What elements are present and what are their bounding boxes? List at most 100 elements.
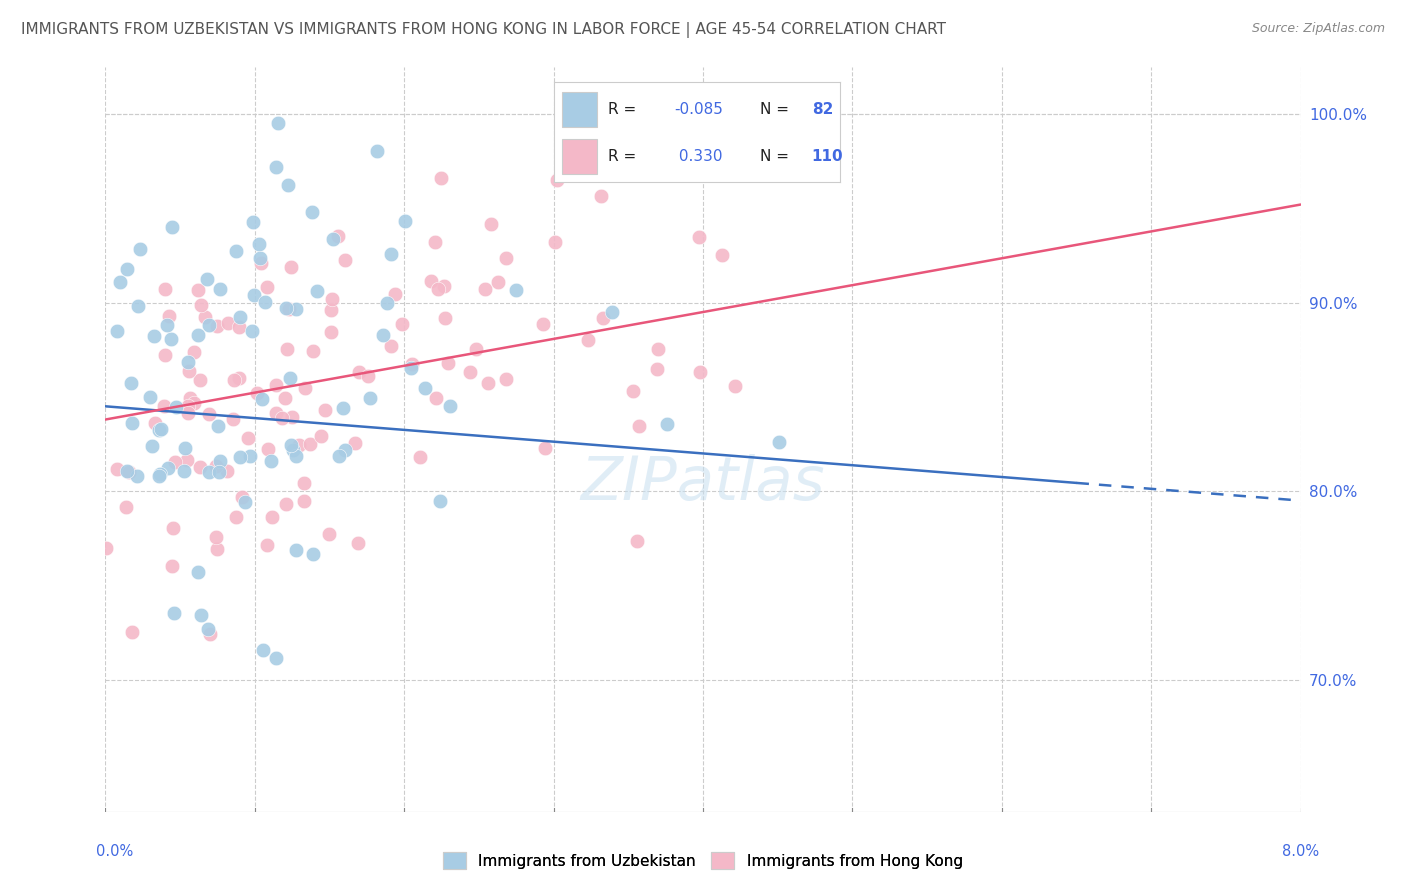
Immigrants from Uzbekistan — [128, 242, 150, 256]
Immigrants from Hong Kong — [274, 391, 297, 405]
Immigrants from Uzbekistan — [117, 262, 139, 277]
Immigrants from Hong Kong — [194, 310, 217, 324]
Immigrants from Uzbekistan — [254, 295, 277, 310]
Immigrants from Hong Kong — [177, 364, 200, 378]
Immigrants from Hong Kong — [157, 310, 180, 324]
Immigrants from Hong Kong — [205, 530, 228, 544]
Immigrants from Hong Kong — [176, 452, 198, 467]
Immigrants from Uzbekistan — [242, 214, 264, 228]
Immigrants from Uzbekistan — [264, 160, 287, 174]
Immigrants from Uzbekistan — [177, 355, 200, 369]
Immigrants from Uzbekistan — [307, 284, 329, 298]
Immigrants from Hong Kong — [188, 373, 211, 387]
Immigrants from Uzbekistan — [173, 464, 195, 478]
Immigrants from Uzbekistan — [197, 622, 219, 636]
Text: 8.0%: 8.0% — [1282, 845, 1319, 859]
Immigrants from Hong Kong — [531, 318, 554, 332]
Immigrants from Hong Kong — [256, 538, 278, 552]
Immigrants from Hong Kong — [160, 559, 183, 574]
Immigrants from Uzbekistan — [190, 607, 212, 622]
Immigrants from Hong Kong — [534, 441, 557, 455]
Immigrants from Uzbekistan — [155, 318, 177, 333]
Immigrants from Hong Kong — [710, 248, 733, 262]
Immigrants from Uzbekistan — [247, 237, 270, 252]
Immigrants from Hong Kong — [179, 391, 201, 405]
Immigrants from Uzbekistan — [366, 144, 388, 158]
Immigrants from Hong Kong — [287, 437, 309, 451]
Immigrants from Hong Kong — [228, 319, 250, 334]
Legend: Immigrants from Uzbekistan, Immigrants from Hong Kong: Immigrants from Uzbekistan, Immigrants f… — [437, 846, 969, 875]
Immigrants from Uzbekistan — [280, 438, 302, 452]
Text: Source: ZipAtlas.com: Source: ZipAtlas.com — [1251, 22, 1385, 36]
Immigrants from Uzbekistan — [371, 327, 394, 342]
Immigrants from Hong Kong — [217, 316, 239, 330]
Immigrants from Hong Kong — [647, 342, 669, 356]
Immigrants from Uzbekistan — [322, 232, 344, 246]
Immigrants from Uzbekistan — [163, 606, 186, 620]
Immigrants from Hong Kong — [420, 274, 443, 288]
Immigrants from Hong Kong — [94, 541, 117, 556]
Immigrants from Hong Kong — [162, 521, 184, 535]
Immigrants from Uzbekistan — [250, 392, 273, 406]
Immigrants from Hong Kong — [314, 402, 336, 417]
Immigrants from Hong Kong — [292, 494, 315, 508]
Immigrants from Hong Kong — [221, 411, 243, 425]
Immigrants from Hong Kong — [177, 399, 200, 413]
Immigrants from Hong Kong — [430, 171, 453, 186]
Immigrants from Hong Kong — [465, 342, 488, 356]
Immigrants from Uzbekistan — [127, 300, 149, 314]
Immigrants from Uzbekistan — [242, 288, 264, 302]
Immigrants from Hong Kong — [298, 436, 321, 450]
Immigrants from Hong Kong — [544, 235, 567, 249]
Immigrants from Hong Kong — [302, 344, 325, 359]
Immigrants from Uzbekistan — [359, 391, 381, 405]
Immigrants from Hong Kong — [280, 260, 302, 274]
Immigrants from Hong Kong — [626, 534, 648, 549]
Immigrants from Uzbekistan — [187, 566, 209, 580]
Immigrants from Hong Kong — [292, 475, 315, 490]
Immigrants from Hong Kong — [225, 510, 247, 524]
Immigrants from Hong Kong — [495, 372, 517, 386]
Immigrants from Hong Kong — [425, 391, 447, 405]
Immigrants from Uzbekistan — [267, 116, 290, 130]
Immigrants from Uzbekistan — [165, 400, 187, 414]
Immigrants from Uzbekistan — [149, 422, 172, 436]
Immigrants from Hong Kong — [183, 395, 205, 409]
Immigrants from Uzbekistan — [105, 324, 128, 338]
Immigrants from Uzbekistan — [148, 423, 170, 437]
Immigrants from Hong Kong — [250, 256, 273, 270]
Immigrants from Hong Kong — [477, 376, 499, 391]
Immigrants from Uzbekistan — [127, 469, 149, 483]
Immigrants from Hong Kong — [238, 431, 260, 445]
Immigrants from Uzbekistan — [335, 443, 357, 458]
Immigrants from Hong Kong — [271, 411, 294, 425]
Immigrants from Hong Kong — [689, 365, 711, 379]
Immigrants from Uzbekistan — [285, 449, 308, 463]
Immigrants from Uzbekistan — [332, 401, 354, 415]
Immigrants from Uzbekistan — [195, 272, 218, 286]
Immigrants from Hong Kong — [311, 429, 333, 443]
Immigrants from Hong Kong — [121, 624, 143, 639]
Immigrants from Hong Kong — [623, 384, 645, 398]
Immigrants from Hong Kong — [266, 406, 288, 420]
Immigrants from Hong Kong — [205, 541, 228, 556]
Immigrants from Uzbekistan — [142, 328, 165, 343]
Immigrants from Hong Kong — [274, 497, 297, 511]
Immigrants from Uzbekistan — [225, 244, 247, 258]
Immigrants from Uzbekistan — [600, 304, 623, 318]
Immigrants from Hong Kong — [153, 399, 176, 413]
Immigrants from Hong Kong — [391, 317, 413, 331]
Immigrants from Uzbekistan — [283, 443, 305, 458]
Immigrants from Uzbekistan — [274, 301, 297, 315]
Immigrants from Uzbekistan — [148, 467, 170, 482]
Immigrants from Hong Kong — [222, 373, 245, 387]
Immigrants from Hong Kong — [688, 229, 710, 244]
Immigrants from Hong Kong — [153, 348, 176, 362]
Immigrants from Hong Kong — [321, 302, 343, 317]
Immigrants from Uzbekistan — [249, 251, 271, 265]
Immigrants from Hong Kong — [155, 281, 177, 295]
Immigrants from Hong Kong — [433, 310, 456, 325]
Immigrants from Uzbekistan — [439, 400, 461, 414]
Immigrants from Uzbekistan — [375, 295, 398, 310]
Immigrants from Hong Kong — [115, 500, 138, 515]
